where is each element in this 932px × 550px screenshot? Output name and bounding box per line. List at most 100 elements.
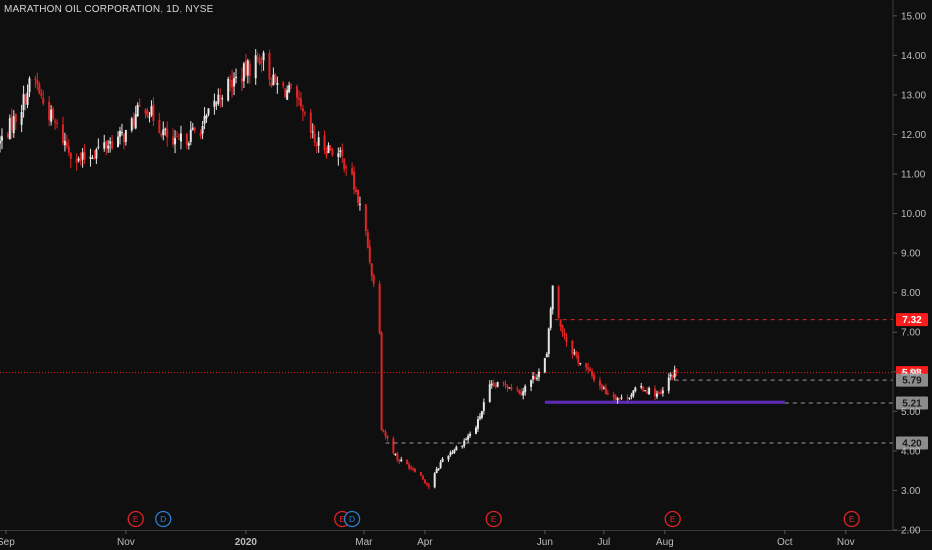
candle-body [435,468,438,474]
candle-body [380,332,383,431]
candle-body [516,388,519,390]
candle-body [433,473,436,488]
candle-body [240,78,243,82]
candle-body [579,363,582,365]
candle-body [476,419,479,429]
time-tick-label: Jun [537,537,553,548]
earnings-event-icon[interactable] [127,510,144,528]
candle-body [598,380,601,386]
candle-body [543,358,546,373]
candle-body [79,159,82,161]
price-label-tag [896,313,928,327]
candle-body [276,82,279,85]
earnings-event-icon[interactable] [664,510,681,528]
candle-body [537,371,540,378]
candle-body [532,375,535,380]
candle-body [52,108,55,119]
price-tick-label: 2.00 [901,526,921,537]
candle-body [657,392,660,394]
zone-layer [544,400,785,404]
candle-body [534,376,537,379]
candle-body [358,203,361,205]
candle-body [644,390,647,392]
candle-body [288,85,291,93]
earnings-event-icon[interactable] [485,510,502,528]
candle-body [327,145,330,153]
candle-body [185,133,188,145]
candle-body [384,432,387,437]
candle-body [370,263,373,277]
candle-body [221,98,224,100]
candle-body [34,78,37,80]
candle-body [187,143,190,146]
candle-body [439,462,442,468]
candle-body [213,100,216,107]
dividend-event-icon[interactable] [343,510,361,528]
candle-body [386,436,389,439]
candle-body [103,142,106,149]
candle-body [150,106,153,116]
chart-header[interactable]: MARATHON OIL CORPORATION, 1D, NYSE [4,4,214,15]
candle-body [146,110,149,117]
candle-body [309,112,312,133]
earnings-event-icon[interactable] [843,510,860,528]
candle-body [274,74,277,83]
candle-body [109,141,112,144]
candle-body [272,74,275,86]
candle-body [189,129,192,142]
candle-body [337,153,340,157]
candle-body [573,352,576,354]
price-label-tag [896,373,928,387]
price-tick-label: 11.00 [901,170,926,181]
candle-body [313,133,316,143]
candle-body [244,60,247,76]
candle-body [201,126,204,134]
candle-body [174,138,177,145]
candle-body [81,152,84,160]
candle-body [480,411,483,418]
candle-body [301,108,304,112]
candle-body [311,131,314,133]
candle-body [329,147,332,151]
candle-body [461,445,464,447]
candle-body [675,369,678,373]
candle-body [144,109,147,114]
candle-body [191,127,194,130]
candle-body [148,116,151,118]
candle-body [482,402,485,411]
candle-body [118,130,121,137]
candle-body [203,116,206,124]
candle-body [77,158,80,161]
candle-body [172,136,175,145]
candle-body [69,152,72,159]
candle-body [117,136,120,148]
candle-body [166,128,169,138]
candle-body [235,76,238,79]
candle-body [423,479,426,483]
candle-body [130,118,133,131]
price-label-tag [896,436,928,450]
candle-body [463,440,466,447]
candle-body [406,459,409,465]
candle-body [160,134,163,136]
time-tick-label: Jul [597,537,610,548]
candle-body [557,286,560,319]
candle-body [177,138,180,140]
symbol-name: MARATHON OIL CORPORATION [4,4,161,15]
candle-body [22,94,25,111]
price-tick-label: 4.00 [901,446,921,457]
candle-body [107,145,110,149]
candle-body [36,80,39,85]
dividend-event-icon[interactable] [155,510,172,528]
candle-body [219,97,222,99]
candle-body [600,384,603,389]
candle-body [10,117,13,131]
candle-body [364,204,367,232]
candle-body [105,141,108,148]
candle-body [97,146,100,148]
candle-body [412,468,415,470]
candle-body [248,63,251,77]
